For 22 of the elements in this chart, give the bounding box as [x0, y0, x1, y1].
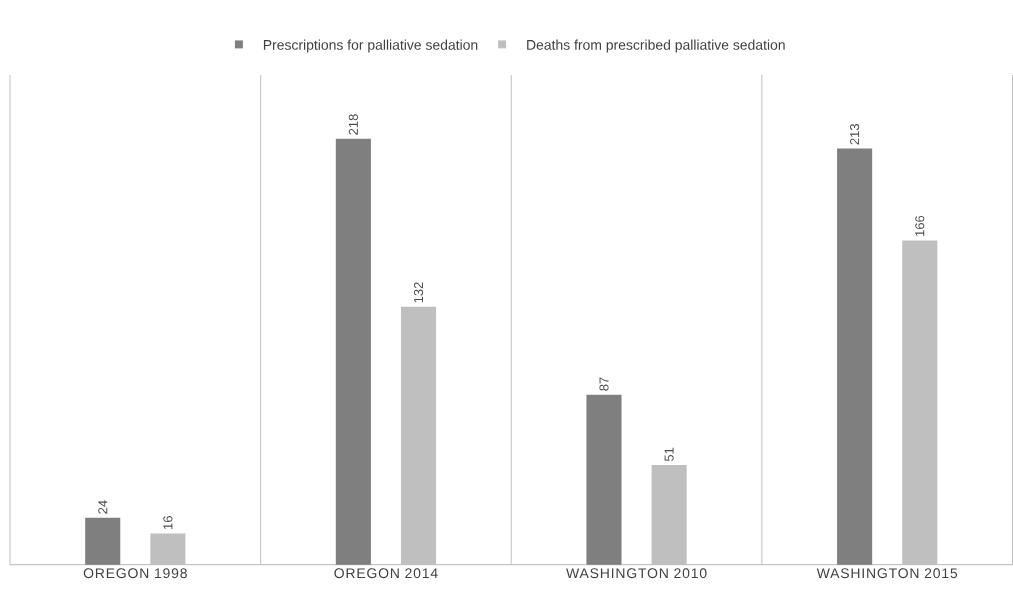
- bar: [651, 465, 687, 565]
- data-label: 166: [915, 216, 925, 237]
- bar: [335, 138, 371, 565]
- bar: [150, 533, 186, 565]
- data-label: 51: [664, 447, 674, 462]
- data-label: 16: [163, 516, 173, 530]
- x-tick-label: WASHINGTON 2015: [816, 568, 958, 579]
- bar: [837, 148, 873, 565]
- data-label: 213: [850, 124, 860, 145]
- x-tick-label: OREGON 2014: [334, 568, 438, 579]
- bar: [586, 394, 622, 565]
- legend-label: Prescriptions for palliative sedation: [263, 39, 478, 53]
- bar: [902, 240, 938, 565]
- x-tick-label: OREGON 1998: [83, 568, 187, 579]
- legend-label: Deaths from prescribed palliative sedation: [527, 39, 785, 53]
- data-label: 24: [98, 500, 108, 514]
- data-label: 218: [348, 114, 358, 135]
- bar: [85, 517, 121, 565]
- x-tick-label: WASHINGTON 2010: [566, 568, 707, 579]
- data-label: 132: [413, 282, 424, 303]
- bar: [400, 307, 437, 565]
- data-label: 87: [599, 377, 609, 391]
